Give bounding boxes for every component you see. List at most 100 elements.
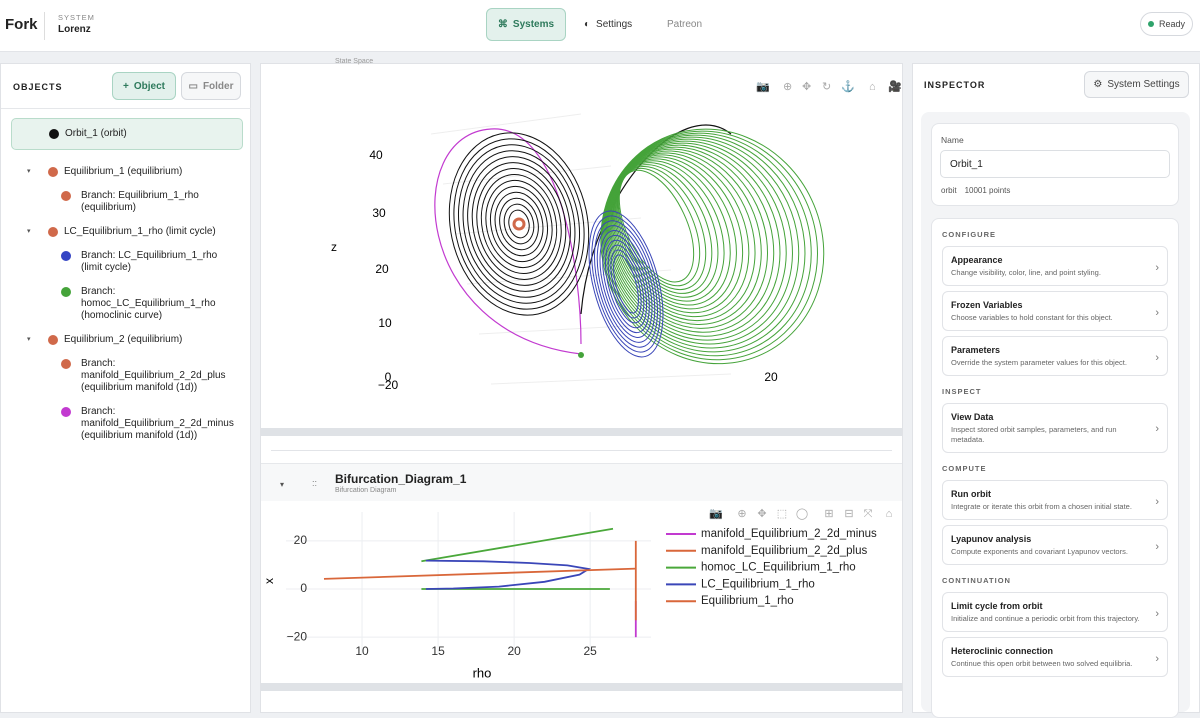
- trajectory: [476, 168, 562, 280]
- icon: ⚙: [1093, 79, 1103, 90]
- axis-tick-label: −20: [378, 378, 399, 392]
- objects-panel: OBJECTS + Object ▭ Folder Orbit_1 (orbit) ▾…: [0, 63, 251, 713]
- patreon-tab[interactable]: Patreon: [667, 19, 703, 30]
- section-title: COMPUTE: [942, 464, 987, 473]
- action-item[interactable]: Parameters Override the system parameter …: [942, 336, 1168, 376]
- object-row[interactable]: ▾ Equilibrium_2 (equilibrium): [11, 328, 243, 352]
- trajectory: [494, 191, 544, 257]
- object-row[interactable]: ▾ LC_Equilibrium_1_rho (limit cycle): [11, 220, 243, 244]
- section-title: INSPECT: [942, 387, 982, 396]
- action-item[interactable]: Lyapunov analysis Compute exponents and c…: [942, 525, 1168, 565]
- system-settings-button[interactable]: ⚙ System Settings: [1084, 71, 1189, 98]
- expand-caret[interactable]: ▾: [27, 168, 31, 175]
- action-title: Run orbit: [951, 489, 991, 499]
- y-tick-label: 0: [300, 581, 307, 595]
- action-description: Change visibility, color, line, and poin…: [951, 268, 1101, 277]
- branch-label: Branch: LC_Equilibrium_1_rho (limit cycl…: [81, 250, 218, 273]
- branch-row[interactable]: Branch: Equilibrium_1_rho (equilibrium): [11, 184, 243, 220]
- branch-cycle: [607, 144, 775, 333]
- collapse-caret[interactable]: ▾: [280, 480, 285, 489]
- equilibrium: [512, 217, 526, 231]
- branch-cycle: [603, 134, 806, 353]
- expand-caret[interactable]: ▾: [27, 228, 31, 235]
- trajectory: [503, 203, 535, 245]
- action-item[interactable]: Limit cycle from orbit Initialize and con…: [942, 592, 1168, 632]
- panel-title: Bifurcation_Diagram_1: [335, 472, 467, 486]
- x-tick-label: 25: [583, 644, 597, 658]
- name-input[interactable]: Orbit_1: [940, 150, 1170, 178]
- action-item[interactable]: Heteroclinic connection Continue this ope…: [942, 637, 1168, 677]
- chevron: ›: [1155, 262, 1159, 275]
- branch-row[interactable]: Branch: homoc_LC_Equilibrium_1_rho (homo…: [11, 280, 243, 328]
- modebar-icon: ⤧: [864, 508, 873, 520]
- icon: ⌘: [497, 19, 508, 30]
- modebar-icon: ⌂: [869, 81, 876, 93]
- object-label: Equilibrium_1 (equilibrium): [64, 166, 183, 177]
- add-object-button[interactable]: + Object: [112, 72, 176, 100]
- y-tick-label: 20: [294, 533, 308, 547]
- action-item[interactable]: Run orbit Integrate or iterate this orbit…: [942, 480, 1168, 520]
- modebar-icon: ⌂: [886, 508, 893, 520]
- action-item[interactable]: Frozen Variables Choose variables to hold…: [942, 291, 1168, 331]
- chevron: ›: [1155, 653, 1159, 666]
- field-label: Name: [941, 135, 964, 145]
- axis-tick-label: 0: [385, 370, 392, 384]
- branch-cycle: [618, 169, 695, 283]
- object-row[interactable]: ▾ Equilibrium_1 (equilibrium): [11, 160, 243, 184]
- action-item[interactable]: View Data Inspect stored orbit samples, p…: [942, 403, 1168, 453]
- action-title: Heteroclinic connection: [951, 646, 1054, 656]
- object-kind: orbit: [941, 186, 957, 195]
- branch-cycle: [610, 249, 642, 319]
- object-label: Orbit_1 (orbit): [65, 128, 127, 139]
- trajectory: [434, 128, 582, 355]
- systems-tab[interactable]: ⌘ Systems: [486, 8, 566, 41]
- inspector-body: Name Orbit_1 orbit 10001 points CONFIGURE…: [921, 112, 1190, 718]
- modebar-icon: ⊟: [844, 508, 853, 520]
- legend-label: manifold_Equilibrium_2_2d_plus: [701, 545, 867, 557]
- action-description: Integrate or iterate this orbit from a c…: [951, 502, 1132, 511]
- series-line: [421, 527, 614, 590]
- panel-subtitle: Bifurcation Diagram: [335, 487, 397, 494]
- axis-tick-label: 10: [378, 316, 392, 330]
- modebar-icon: ◯: [796, 508, 808, 520]
- object-meta: orbit 10001 points: [941, 186, 1010, 195]
- axis-label: z: [331, 240, 337, 254]
- branch-cycle: [607, 244, 645, 324]
- branch-cycle: [588, 210, 664, 358]
- axis-tick-label: 20: [764, 370, 778, 384]
- x-tick-label: 20: [507, 644, 521, 658]
- branch-cycle: [605, 138, 793, 345]
- action-item[interactable]: Appearance Change visibility, color, line…: [942, 246, 1168, 286]
- modebar-icon: ⬚: [777, 508, 787, 520]
- drag-handle[interactable]: ::: [312, 478, 318, 488]
- branch-label: Branch: Equilibrium_1_rho (equilibrium): [81, 190, 199, 213]
- branch-cycle: [614, 160, 725, 302]
- branch-cycle: [594, 220, 658, 348]
- trajectory: [453, 138, 585, 310]
- top-bar: Fork SYSTEM Lorenz ⌘ Systems ◐ Settings Pa…: [0, 0, 1200, 52]
- settings-tab[interactable]: ◐ Settings: [584, 19, 632, 30]
- add-folder-button[interactable]: ▭ Folder: [181, 72, 241, 100]
- axis-grid: [490, 373, 732, 385]
- inspector-panel: INSPECTOR ⚙ System Settings Name Orbit_1 …: [912, 63, 1200, 718]
- expand-caret[interactable]: ▾: [27, 336, 31, 343]
- branch-row[interactable]: Branch: manifold_Equilibrium_2_2d_minus …: [11, 400, 243, 448]
- branch-color: [61, 251, 71, 261]
- object-color: [48, 167, 58, 177]
- trajectory: [489, 185, 549, 263]
- modebar-icon: ✥: [757, 508, 766, 520]
- branch-row[interactable]: Branch: manifold_Equilibrium_2_2d_plus (…: [11, 352, 243, 400]
- button-label: Object: [133, 80, 165, 92]
- divider: [271, 450, 892, 451]
- splitter[interactable]: [261, 428, 902, 436]
- splitter[interactable]: [261, 683, 902, 691]
- selected-object[interactable]: Orbit_1 (orbit): [11, 118, 243, 150]
- legend-label: homoc_LC_Equilibrium_1_rho: [701, 562, 856, 574]
- icon: +: [123, 80, 129, 92]
- branch-row[interactable]: Branch: LC_Equilibrium_1_rho (limit cycl…: [11, 244, 243, 280]
- icon: ◐: [584, 19, 591, 30]
- button-label: System Settings: [1107, 79, 1180, 90]
- branch-cycle: [596, 225, 656, 343]
- tab-label: Systems: [512, 19, 555, 30]
- axis-tick-label: 30: [372, 206, 386, 220]
